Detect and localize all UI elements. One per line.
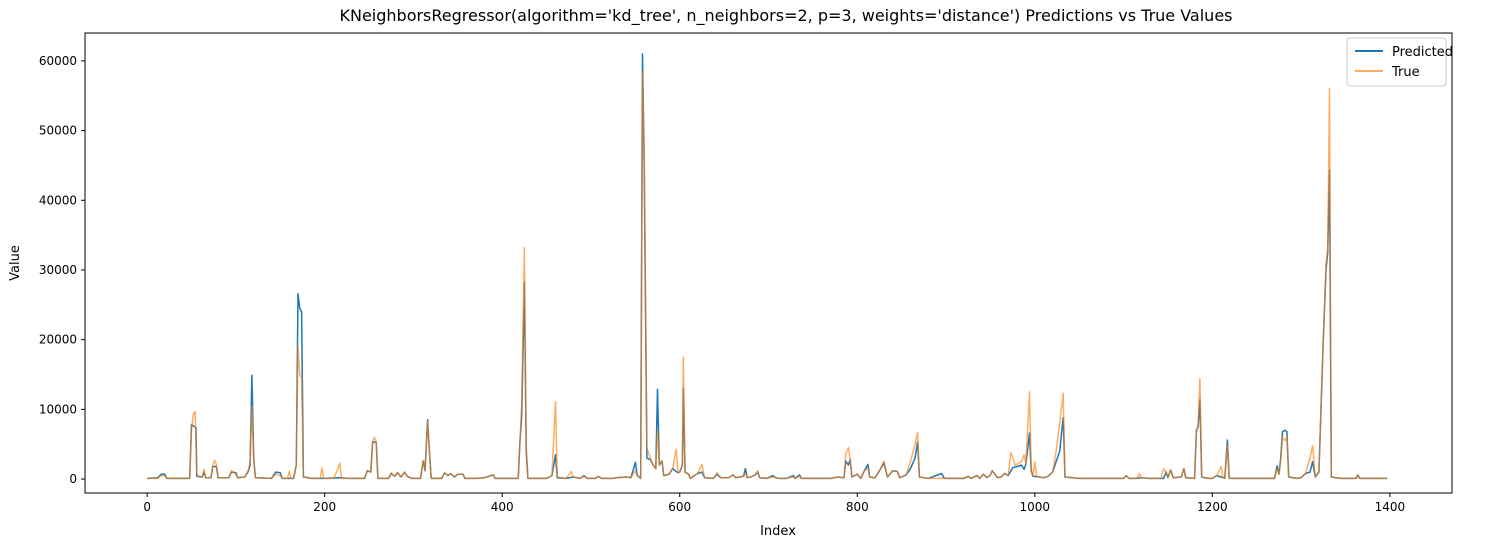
x-tick-label: 200 <box>313 500 336 514</box>
legend-label-true: True <box>1391 65 1420 80</box>
y-tick-label: 50000 <box>39 124 77 138</box>
chart-title: KNeighborsRegressor(algorithm='kd_tree',… <box>339 6 1232 26</box>
x-tick-label: 1000 <box>1020 500 1051 514</box>
y-axis: 0 10000 20000 30000 40000 50000 60000 <box>39 54 85 486</box>
x-tick-label: 1200 <box>1197 500 1228 514</box>
y-tick-label: 0 <box>69 472 77 486</box>
x-tick-label: 400 <box>491 500 514 514</box>
y-tick-label: 60000 <box>39 54 77 68</box>
x-tick-label: 1400 <box>1375 500 1406 514</box>
y-tick-label: 30000 <box>39 263 77 277</box>
legend: Predicted True <box>1346 37 1453 87</box>
x-tick-label: 0 <box>143 500 151 514</box>
x-tick-label: 600 <box>668 500 691 514</box>
y-axis-label: Value <box>8 245 23 281</box>
y-tick-label: 40000 <box>39 193 77 207</box>
x-tick-label: 800 <box>846 500 869 514</box>
y-tick-label: 10000 <box>39 402 77 416</box>
series-line-true <box>147 70 1388 480</box>
y-tick-label: 20000 <box>39 333 77 347</box>
x-axis: 0 200 400 600 800 1000 1200 1400 <box>143 493 1405 514</box>
series-lines <box>147 53 1388 480</box>
x-axis-label: Index <box>760 524 796 539</box>
legend-label-predicted: Predicted <box>1392 45 1453 60</box>
plot-area <box>84 32 1453 494</box>
